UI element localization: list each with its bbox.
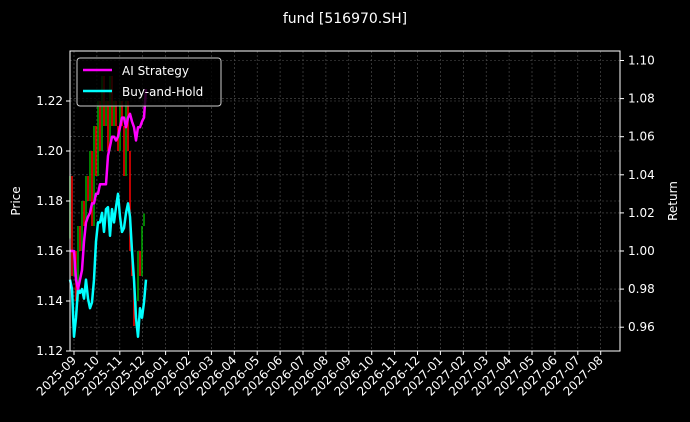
y-axis-left-title: Price (9, 186, 23, 215)
y-axis-left: 1.12 1.14 1.16 1.18 1.20 1.22 (36, 94, 70, 358)
legend: AI Strategy Buy-and-Hold (76, 57, 222, 107)
y-right-tick-label: 1.02 (628, 206, 655, 220)
y-left-tick-label: 1.22 (36, 94, 63, 108)
y-axis-right-title: Return (666, 181, 680, 221)
y-left-tick-label: 1.18 (36, 194, 63, 208)
y-right-tick-label: 1.08 (628, 92, 655, 106)
y-right-tick-label: 0.98 (628, 282, 655, 296)
series-lines (68, 89, 148, 338)
series-ai-strategy (70, 89, 148, 291)
y-right-tick-label: 1.10 (628, 54, 655, 68)
chart-title: fund [516970.SH] (283, 11, 407, 27)
legend-label-buy-and-hold: Buy-and-Hold (122, 85, 203, 99)
y-axis-right: 0.96 0.98 1.00 1.02 1.04 1.06 1.08 1.10 (620, 54, 655, 334)
y-right-tick-label: 1.06 (628, 130, 655, 144)
y-left-tick-label: 1.12 (36, 344, 63, 358)
legend-label-ai-strategy: AI Strategy (122, 64, 189, 78)
x-axis: 2025-092025-102025-112025-122026-012026-… (34, 351, 606, 399)
series-buy-and-hold (68, 192, 148, 338)
y-left-tick-label: 1.20 (36, 144, 63, 158)
y-left-tick-label: 1.14 (36, 294, 63, 308)
y-right-tick-label: 1.04 (628, 168, 655, 182)
legend-box (76, 57, 222, 107)
y-right-tick-label: 0.96 (628, 320, 655, 334)
y-left-tick-label: 1.16 (36, 244, 63, 258)
y-right-tick-label: 1.00 (628, 244, 655, 258)
